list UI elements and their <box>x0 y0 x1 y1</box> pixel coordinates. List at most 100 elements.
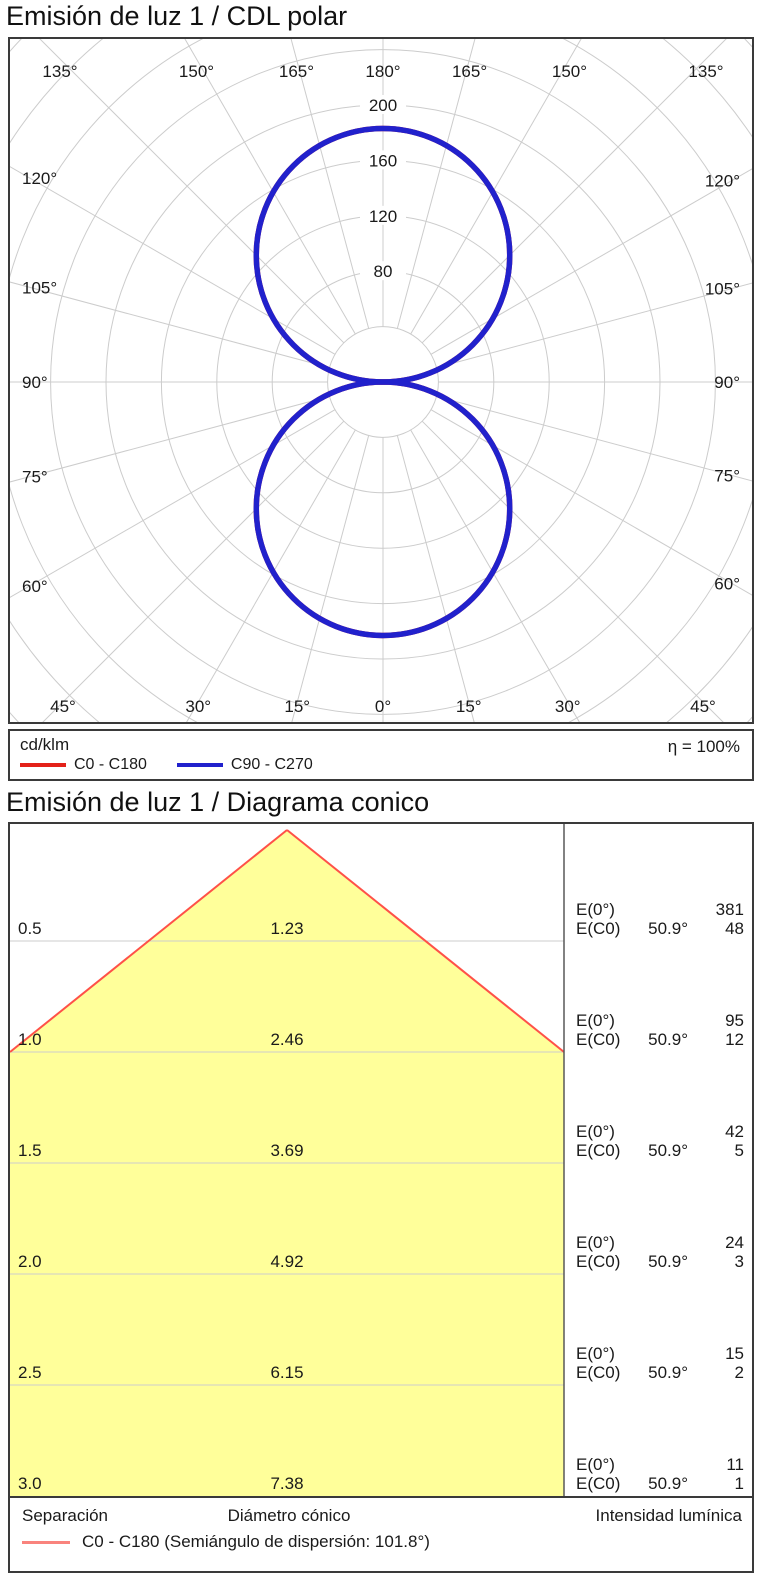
cone-diameter-value: 6.15 <box>270 1363 303 1382</box>
ring-label-bg <box>360 261 406 281</box>
polar-legend-row: C0 - C180 C90 - C270 <box>20 756 313 774</box>
polar-grid-spoke <box>10 166 336 355</box>
legend-label-c90-c270: C90 - C270 <box>230 756 313 773</box>
polar-grid-spoke <box>430 409 752 596</box>
polar-grid-spoke <box>10 395 330 483</box>
polar-grid-spoke <box>396 435 475 722</box>
angle-label: 90° <box>22 373 48 392</box>
cone-diagram: 0.5 1.23 E(0°) 381 E(C0) 50.9° 48 1.0 2.46 E(0°) 9… <box>8 822 754 1573</box>
angle-label: 180° <box>365 62 400 81</box>
ring-label: 80 <box>374 262 393 281</box>
e0-label: E(0°) <box>576 1122 615 1141</box>
e0-value: 15 <box>725 1344 744 1363</box>
ec0-value: 48 <box>725 919 744 938</box>
ring-label-bg <box>360 205 406 225</box>
legend-line-c0-c180 <box>20 763 66 767</box>
angle-label: 30° <box>555 697 581 716</box>
polar-grid-spoke <box>436 282 752 369</box>
angle-label: 0° <box>375 697 391 716</box>
polar-grid-spoke <box>290 39 370 329</box>
cone-legend-row: C0 - C180 (Semiángulo de dispersión: 101… <box>22 1532 430 1552</box>
angle-label: 120° <box>22 169 57 188</box>
ring-label-bg <box>360 150 406 170</box>
angle-label: 15° <box>456 697 482 716</box>
polar-chart-title: Emisión de luz 1 / CDL polar <box>6 1 348 31</box>
ec0-angle: 50.9° <box>648 1030 688 1049</box>
cone-legend-label: C0 - C180 (Semiángulo de dispersión: 101… <box>82 1532 430 1551</box>
e0-label: E(0°) <box>576 1011 615 1030</box>
polar-curve-C90-C270 <box>253 379 513 639</box>
polar-grid-spoke <box>421 39 727 344</box>
ec0-angle: 50.9° <box>648 919 688 938</box>
column-label-intensity: Intensidad lumínica <box>595 1506 742 1525</box>
e0-label: E(0°) <box>576 1233 615 1252</box>
ec0-value: 5 <box>735 1141 744 1160</box>
angle-label: 120° <box>705 172 740 191</box>
ec0-label: E(C0) <box>576 1030 620 1049</box>
angle-label: 60° <box>22 577 48 596</box>
ring-label: 120 <box>369 207 397 226</box>
polar-grid-spoke <box>410 429 580 722</box>
cone-diameter-value: 4.92 <box>270 1252 303 1271</box>
ec0-value: 12 <box>725 1030 744 1049</box>
angle-label: 135° <box>42 62 77 81</box>
polar-grid-spoke <box>184 39 356 335</box>
ec0-label: E(C0) <box>576 1141 620 1160</box>
ec0-angle: 50.9° <box>648 1474 688 1493</box>
polar-grid-spoke <box>396 39 476 329</box>
polar-grid-spoke <box>186 429 356 722</box>
angle-label: 60° <box>714 574 740 593</box>
cone-edge-left <box>10 829 288 1053</box>
e0-label: E(0°) <box>576 1455 615 1474</box>
ec0-label: E(C0) <box>576 1474 620 1493</box>
polar-grid-spoke <box>10 409 336 598</box>
polar-grid-spoke <box>291 435 370 722</box>
ec0-label: E(C0) <box>576 1252 620 1271</box>
cone-diameter-value: 1.23 <box>270 919 303 938</box>
ec0-angle: 50.9° <box>648 1141 688 1160</box>
legend-line-c90-c270 <box>176 763 223 767</box>
cone-diameter-value: 7.38 <box>270 1474 303 1493</box>
angle-label: 165° <box>279 62 314 81</box>
e0-label: E(0°) <box>576 900 615 919</box>
ec0-value: 2 <box>735 1363 744 1382</box>
polar-grid-spoke <box>436 395 752 482</box>
angle-label: 135° <box>688 62 723 81</box>
polar-chart: 80 120 160 200 0° 15° 15° 30° 30° 45° 45° 60° 60° 75°… <box>8 37 754 724</box>
angle-label: 105° <box>705 279 740 298</box>
ec0-label: E(C0) <box>576 1363 620 1382</box>
cone-diameter-value: 3.69 <box>270 1141 303 1160</box>
legend-label-c0-c180: C0 - C180 <box>74 756 147 773</box>
polar-grid-spoke <box>410 39 582 335</box>
separation-value: 1.5 <box>18 1141 42 1160</box>
ring-label-bg <box>360 95 406 114</box>
e0-value: 11 <box>726 1455 744 1474</box>
ec0-value: 1 <box>735 1474 744 1493</box>
cone-edge-right <box>286 829 565 1053</box>
angle-label: 150° <box>179 62 214 81</box>
angle-label: 45° <box>690 697 716 716</box>
column-label-separation: Separación <box>22 1506 109 1525</box>
cone-legend-line <box>22 1540 70 1544</box>
polar-grid-spoke <box>430 168 752 355</box>
separation-value: 2.5 <box>18 1363 42 1382</box>
angle-label: 15° <box>284 697 310 716</box>
e0-label: E(0°) <box>576 1344 615 1363</box>
separation-value: 1.0 <box>18 1030 42 1049</box>
ec0-angle: 50.9° <box>648 1252 688 1271</box>
angle-label: 105° <box>22 278 57 297</box>
separation-value: 0.5 <box>18 919 42 938</box>
e0-value: 42 <box>725 1122 744 1141</box>
e0-value: 24 <box>725 1233 744 1252</box>
e0-value: 381 <box>716 900 744 919</box>
ec0-label: E(C0) <box>576 919 620 938</box>
ring-label: 160 <box>369 151 397 170</box>
angle-label: 30° <box>185 697 211 716</box>
polar-grid-spoke <box>421 420 724 722</box>
polar-legend: cd/klm η = 100% C0 - C180 C90 - C270 <box>8 729 754 781</box>
cone-chart-title: Emisión de luz 1 / Diagrama conico <box>6 787 430 817</box>
cone-diagram-canvas: 0.5 1.23 E(0°) 381 E(C0) 50.9° 48 1.0 2.46 E(0°) 9… <box>10 824 744 1496</box>
ring-label: 200 <box>369 96 397 115</box>
cone-footer: Separación Diámetro cónico Intensidad lu… <box>10 1496 752 1569</box>
polar-grid-spoke <box>39 39 345 344</box>
